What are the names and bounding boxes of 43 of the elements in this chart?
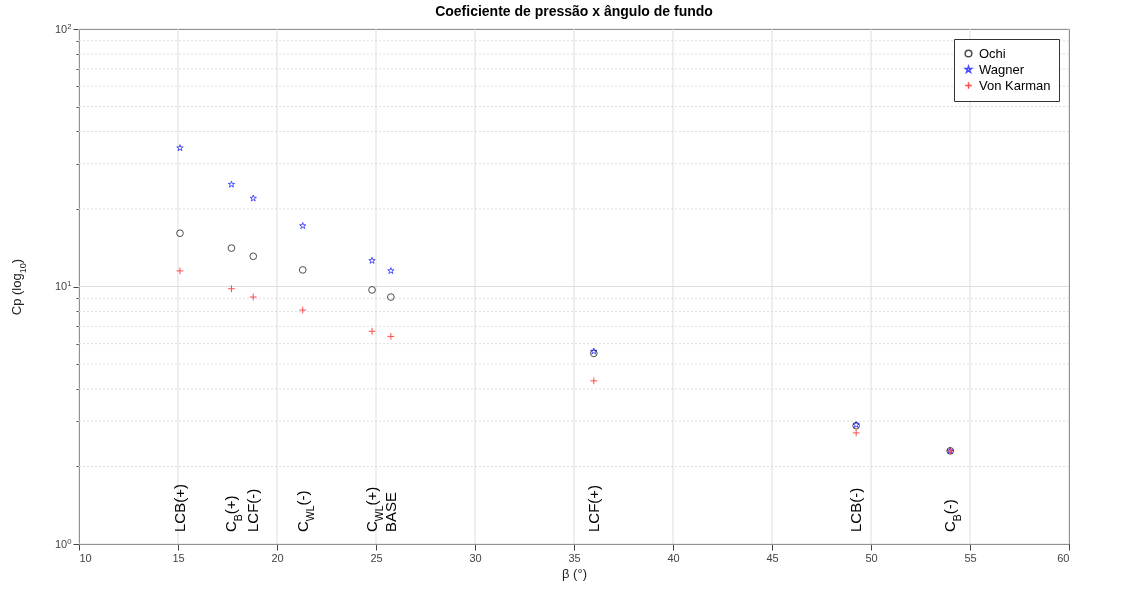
x-tick-label: 25 [370,551,383,564]
point [589,377,598,385]
legend-label: Von Karman [979,77,1051,93]
point [852,429,860,437]
x-tick-label: 35 [568,551,581,564]
point [368,286,376,294]
x-tick-label: 20 [271,551,284,564]
point [387,293,395,301]
annotation: LCF(-) [244,488,262,532]
point [249,252,258,261]
point [298,306,307,314]
point [298,266,307,274]
legend-label: Wagner [979,61,1025,77]
annotation: LCB(+) [170,484,188,532]
x-tick-label: 30 [469,551,482,564]
x-tick-label: 10 [79,551,92,564]
point [249,194,257,202]
annotation: LCF(+) [584,484,602,532]
x-tick-label: 15 [172,551,185,564]
point [176,267,184,275]
y-tick-label: 10$^{2}$ [54,21,72,35]
point [227,284,236,293]
point [176,144,184,152]
annotation: LCB(-) [847,487,865,532]
point [368,327,376,336]
x-tick-label: 50 [865,551,878,564]
x-tick-label: 40 [667,551,680,564]
legend-label: Ochi [979,45,1006,61]
point [387,332,395,341]
point [227,244,236,252]
y-tick-label: 10$^{0}$ [54,536,72,550]
x-tick-label: 55 [964,551,977,564]
point [176,229,184,238]
x-axis-title: β (°) [562,565,587,581]
chart-title: Coeficiente de pressão x ângulo de fundo [435,3,713,19]
point [299,222,307,230]
point [387,267,395,275]
point [227,180,236,188]
point [249,293,258,301]
y-tick-label: 10$^{1}$ [54,278,72,292]
x-tick-label: 45 [766,551,779,564]
point [368,256,376,264]
x-tick-label: 60 [1057,551,1070,564]
